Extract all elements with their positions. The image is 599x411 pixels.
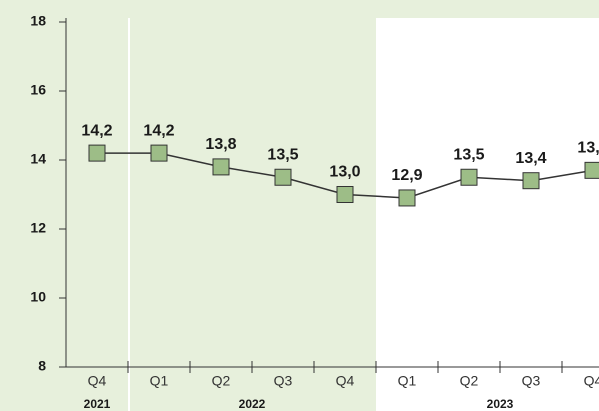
marker	[274, 168, 292, 186]
x-tick-label: Q3	[274, 373, 293, 389]
data-label: 14,2	[81, 122, 112, 139]
x-tick-label: Q4	[88, 373, 107, 389]
x-tick-label: Q2	[212, 373, 231, 389]
data-label: 13,7	[577, 140, 599, 157]
y-tick-label: 16	[30, 82, 46, 98]
data-label: 14,2	[143, 122, 174, 139]
y-tick-label: 8	[38, 358, 46, 374]
marker	[460, 168, 478, 186]
x-tick-label: Q1	[398, 373, 417, 389]
data-label: 13,8	[205, 136, 236, 153]
y-tick-label: 12	[30, 220, 46, 236]
data-label: 13,0	[329, 164, 360, 181]
data-label: 13,5	[453, 146, 484, 163]
x-tick-label: Q4	[336, 373, 355, 389]
marker	[336, 186, 354, 203]
marker	[212, 158, 230, 176]
data-label: 13,5	[267, 146, 298, 163]
y-tick-label: 10	[30, 289, 46, 305]
marker	[150, 144, 168, 162]
x-tick-label: Q2	[460, 373, 479, 389]
data-label: 12,9	[391, 167, 422, 184]
marker	[522, 172, 540, 190]
x-tick-label: Q4	[584, 373, 599, 389]
marker	[398, 189, 416, 207]
x-tick-label: Q3	[522, 373, 541, 389]
year-label: 2022	[239, 397, 266, 411]
x-tick-label: Q1	[150, 373, 169, 389]
y-tick-label: 14	[30, 151, 46, 167]
y-tick-label: 18	[30, 13, 46, 29]
marker	[88, 144, 106, 162]
highlight-region	[376, 18, 599, 411]
year-label: 2023	[487, 397, 514, 411]
year-label: 2021	[84, 397, 111, 411]
marker	[584, 161, 599, 179]
data-label: 13,4	[515, 150, 546, 167]
